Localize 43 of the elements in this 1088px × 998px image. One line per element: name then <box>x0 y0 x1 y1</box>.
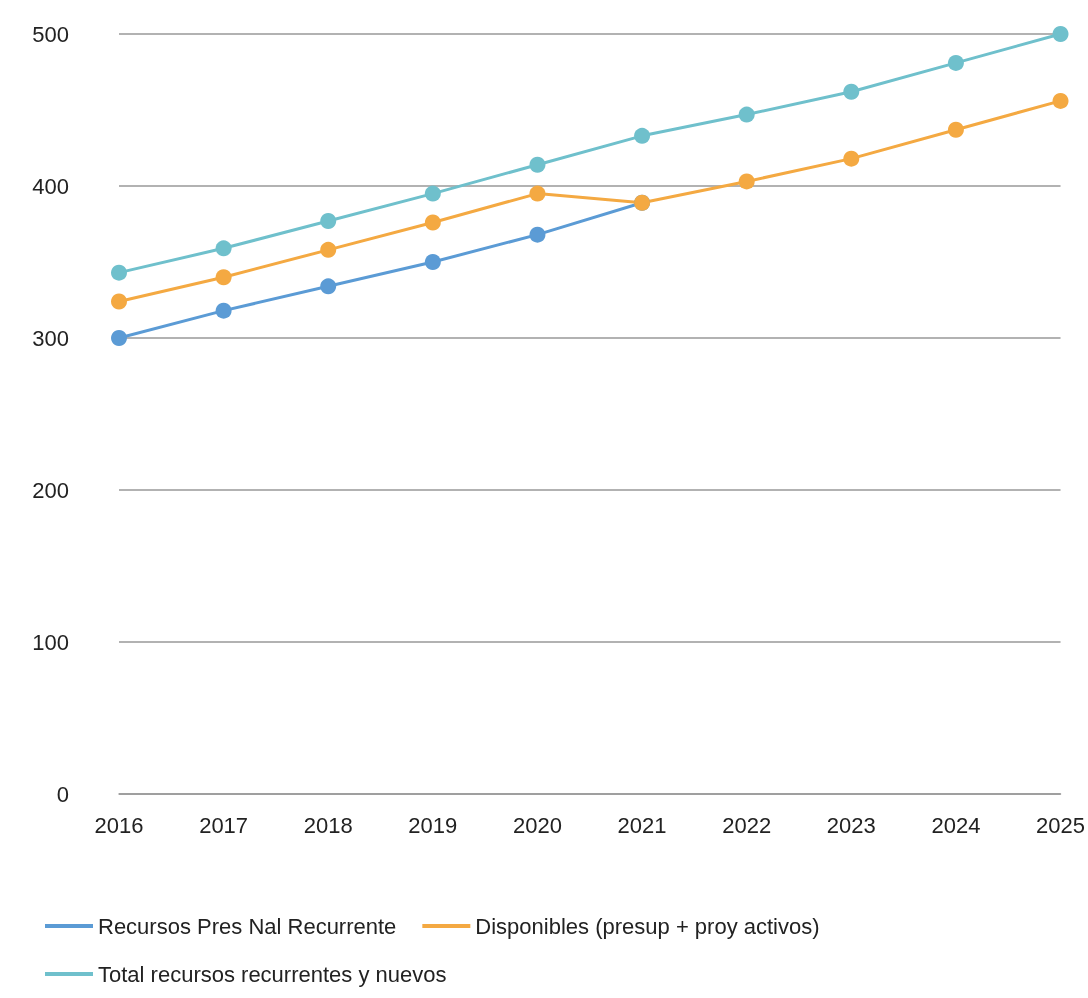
legend-label: Disponibles (presup + proy activos) <box>475 913 820 939</box>
point <box>424 214 441 231</box>
point <box>529 156 546 173</box>
y-tick-label: 400 <box>32 173 69 199</box>
point <box>111 264 127 281</box>
point <box>215 269 232 286</box>
x-tick-label: 2022 <box>722 812 772 838</box>
point <box>634 127 651 144</box>
point <box>215 240 232 257</box>
x-tick-label: 2018 <box>303 812 353 838</box>
x-tick-label: 2019 <box>408 812 458 838</box>
y-tick-label: 300 <box>32 325 69 351</box>
y-tick-label: 200 <box>32 477 69 503</box>
legend-label: Total recursos recurrentes y nuevos <box>98 961 447 987</box>
point <box>843 83 860 100</box>
point <box>529 185 546 202</box>
x-tick-label: 2025 <box>1036 812 1086 838</box>
x-tick-label: 2023 <box>826 812 876 838</box>
point <box>1052 26 1069 42</box>
point <box>1052 92 1069 109</box>
point <box>947 54 964 71</box>
point <box>738 173 755 190</box>
point <box>215 302 232 319</box>
point <box>111 293 127 310</box>
point <box>424 185 441 202</box>
x-tick-label: 2021 <box>617 812 667 838</box>
y-tick-label: 0 <box>56 781 69 807</box>
legend-label: Recursos Pres Nal Recurrente <box>98 913 397 939</box>
point <box>738 106 755 123</box>
point <box>424 254 441 270</box>
point <box>320 212 337 229</box>
point <box>843 150 860 167</box>
point <box>111 330 127 346</box>
x-tick-label: 2016 <box>94 812 144 838</box>
point <box>320 241 337 258</box>
point <box>529 226 546 243</box>
x-tick-label: 2020 <box>512 812 562 838</box>
y-tick-label: 100 <box>32 629 69 655</box>
x-tick-label: 2024 <box>931 812 981 838</box>
point <box>947 121 964 138</box>
x-tick-label: 2017 <box>199 812 249 838</box>
y-tick-label: 500 <box>32 21 69 47</box>
point <box>320 278 337 295</box>
